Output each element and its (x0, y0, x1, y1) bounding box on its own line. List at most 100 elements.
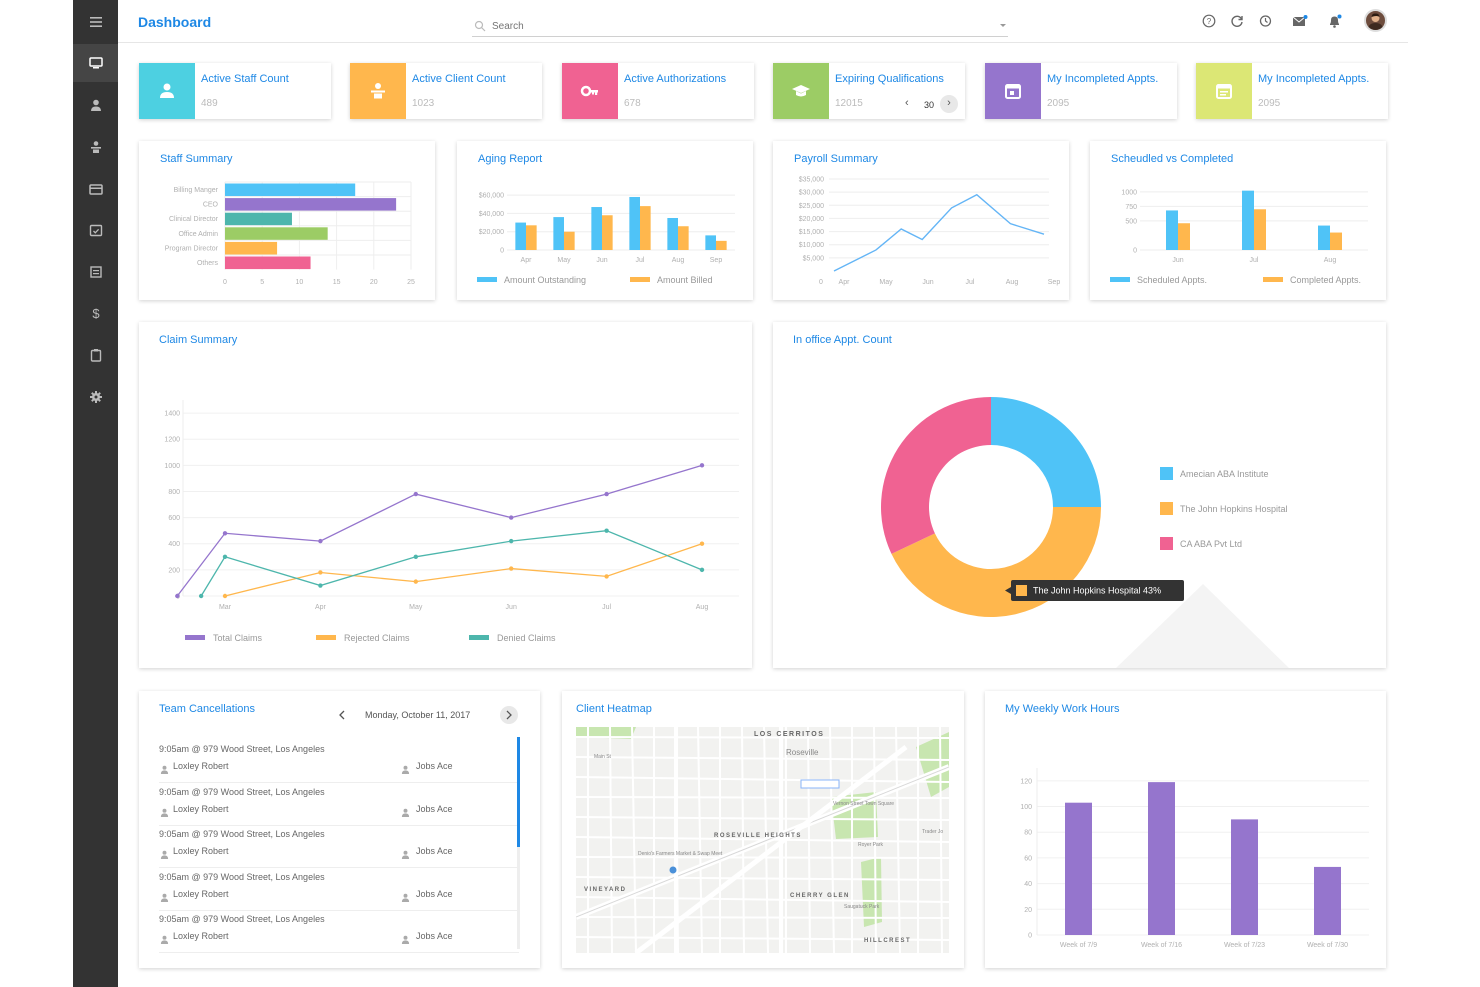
list-item[interactable]: 9:05am @ 979 Wood Street, Los Angeles Lox… (159, 784, 519, 826)
client-icon (401, 761, 410, 779)
x-tick-label: 0 (819, 279, 823, 286)
legend-label: Denied Claims (497, 633, 556, 643)
stat-card[interactable]: My Incompleted Appts. 2095 (1196, 63, 1388, 119)
staff-icon (160, 804, 169, 822)
tooltip-text: The John Hopkins Hospital 43% (1033, 586, 1161, 596)
y-tick-label: $5,000 (803, 255, 825, 262)
chevron-down-icon[interactable] (998, 20, 1008, 30)
legend-swatch (1110, 277, 1130, 282)
street (576, 936, 949, 941)
stat-card[interactable]: Active Staff Count 489 (139, 63, 331, 119)
client-icon[interactable] (73, 128, 118, 166)
stat-icon-box (562, 63, 618, 119)
refresh-icon[interactable] (1228, 12, 1246, 30)
pager-next-button[interactable]: › (940, 95, 958, 113)
monitor-icon[interactable] (73, 44, 118, 82)
stat-card[interactable]: Expiring Qualifications 12015 ‹ 30 › (773, 63, 965, 119)
x-tick-label: May (557, 257, 571, 264)
tooltip-swatch (1016, 585, 1027, 596)
bar (1148, 782, 1175, 935)
scrollbar-thumb[interactable] (517, 737, 520, 847)
park-area (576, 727, 636, 739)
donut-slice (991, 397, 1101, 507)
x-tick-label: 5 (260, 279, 264, 286)
client-icon (401, 804, 410, 822)
aging-report-card: Aging Report 0 $20,000 $40,000 $60,000 Apr Ma… (457, 141, 753, 300)
map-label: CHERRY GLEN (790, 893, 850, 899)
card-title: My Weekly Work Hours (1005, 703, 1120, 715)
bell-icon[interactable] (1326, 12, 1344, 30)
street (631, 727, 637, 953)
help-icon[interactable]: ? (1200, 12, 1218, 30)
search-bar[interactable] (472, 17, 1008, 37)
data-point (699, 463, 705, 468)
pager-prev-button[interactable]: ‹ (905, 97, 909, 109)
x-tick-label: Jun (922, 279, 933, 286)
search-input[interactable] (492, 17, 972, 35)
staff-name: Loxley Robert (173, 803, 229, 814)
street (576, 816, 949, 821)
avatar[interactable] (1364, 9, 1387, 32)
street (576, 896, 949, 903)
card-title: Client Heatmap (576, 703, 652, 715)
dollar-icon[interactable]: $ (73, 294, 118, 332)
station-marker-icon (800, 779, 840, 789)
street (576, 736, 949, 739)
card-title: Team Cancellations (159, 703, 255, 715)
x-tick-label: Apr (315, 604, 327, 611)
mail-icon[interactable] (1291, 12, 1309, 30)
appointment-time: 9:05am @ 979 Wood Street, Los Angeles (159, 871, 325, 882)
stat-label: Active Staff Count (201, 73, 289, 85)
cancellations-list[interactable]: 9:05am @ 979 Wood Street, Los Angeles Lox… (159, 741, 519, 953)
calendar-check-icon[interactable] (73, 211, 118, 249)
user-icon[interactable] (73, 86, 118, 124)
stat-card[interactable]: Active Authorizations 678 (562, 63, 754, 119)
gear-icon[interactable] (73, 378, 118, 416)
list-item[interactable]: 9:05am @ 979 Wood Street, Los Angeles Lox… (159, 826, 519, 868)
bar (553, 217, 564, 250)
stat-value: 489 (201, 98, 218, 109)
y-tick-label: $25,000 (799, 203, 824, 210)
data-point (413, 554, 418, 559)
report-icon[interactable] (73, 253, 118, 291)
stat-card[interactable]: My Incompleted Appts. 2095 (985, 63, 1177, 119)
list-item[interactable]: 9:05am @ 979 Wood Street, Los Angeles Lox… (159, 869, 519, 911)
clipboard-icon[interactable] (73, 336, 118, 374)
card-title: Claim Summary (159, 334, 238, 346)
staff-name: Loxley Robert (173, 846, 229, 856)
legend-swatch (1160, 502, 1173, 515)
x-tick-label: Week of 7/9 (1060, 942, 1097, 949)
menu-icon[interactable] (73, 3, 118, 41)
data-point (175, 593, 180, 599)
map-label: Saugatuck Park (844, 904, 880, 910)
stat-label: Active Authorizations (624, 73, 727, 85)
street (939, 727, 943, 953)
legend-label: CA ABA Pvt Ltd (1180, 539, 1242, 549)
client-name: Jobs Ace (416, 761, 453, 771)
y-tick-label: 0 (1133, 248, 1137, 255)
series-line (833, 193, 1045, 272)
y-tick-label: $30,000 (799, 190, 824, 197)
bar (591, 207, 602, 250)
history-icon[interactable] (1256, 12, 1274, 30)
cancellations-date: Monday, October 11, 2017 (365, 710, 471, 720)
map-label: Vernon Street Town Square (833, 801, 894, 807)
legend-swatch (1160, 467, 1173, 480)
y-tick-label: 800 (168, 489, 180, 496)
card-icon[interactable] (73, 170, 118, 208)
y-tick-label: 600 (168, 515, 180, 522)
chevron-right-icon (506, 710, 512, 720)
list-item[interactable]: 9:05am @ 979 Wood Street, Los Angeles Lox… (159, 741, 519, 783)
staff-icon (160, 889, 169, 907)
chevron-left-icon[interactable] (338, 710, 346, 720)
stat-card[interactable]: Active Client Count 1023 (350, 63, 542, 119)
next-date-button[interactable] (500, 706, 518, 724)
client-icon (401, 931, 410, 949)
team-cancellations-card: Team Cancellations Monday, October 11, 2… (139, 691, 540, 968)
client-map[interactable]: LOS CERRITOS Roseville ROSEVILLE HEIGHTS VI… (576, 727, 949, 953)
tooltip-arrow (1005, 587, 1011, 594)
x-tick-label: Mar (219, 604, 232, 611)
list-item[interactable]: 9:05am @ 979 Wood Street, Los Angeles Lox… (159, 911, 519, 953)
client-name: Jobs Ace (416, 803, 453, 814)
x-tick-label: Jun (596, 257, 607, 264)
